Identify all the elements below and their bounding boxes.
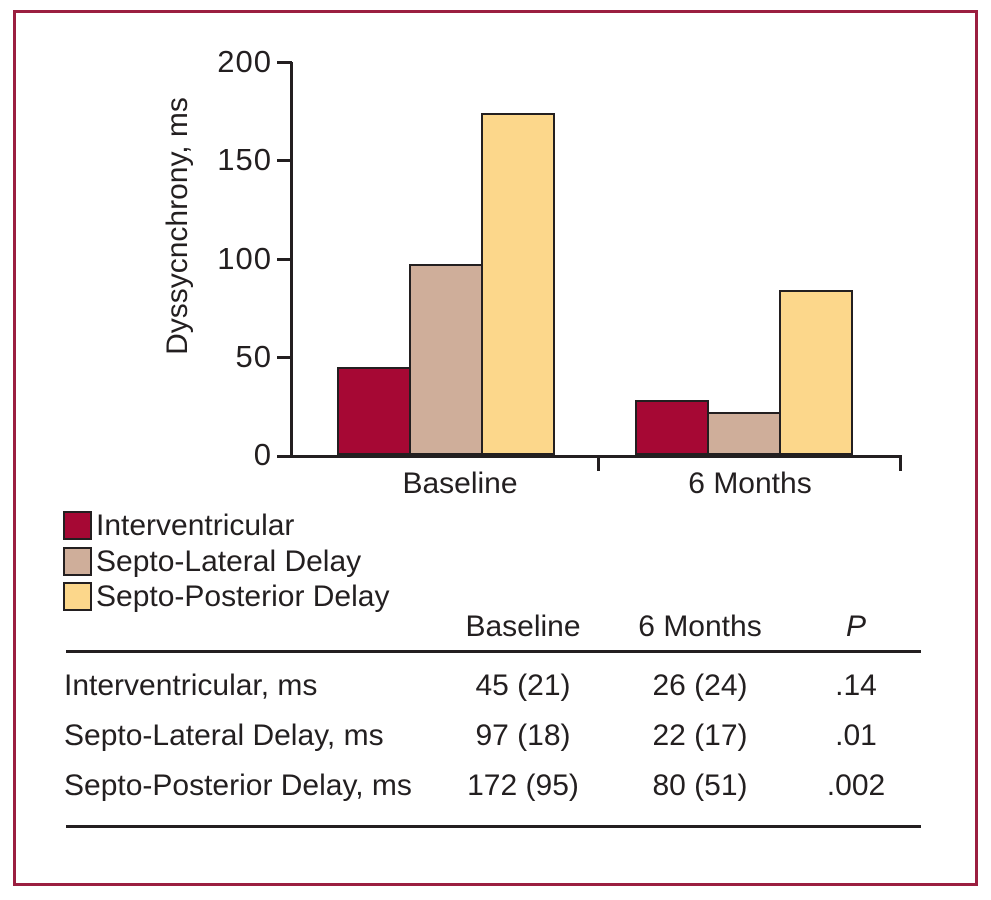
table-cell-six_months: 26 (24) — [652, 669, 748, 702]
y-axis-tick-0 — [277, 455, 292, 458]
table-row-septo-posterior-delay-ms: Septo-Posterior Delay, ms 172 (95) 80 (51)… — [0, 769, 991, 803]
x-axis-line — [290, 455, 902, 458]
legend-label: Septo-Posterior Delay — [96, 580, 390, 613]
legend-label: Interventricular — [96, 509, 295, 542]
table-cell-p: .01 — [835, 719, 877, 752]
table-cell-p: .002 — [826, 769, 886, 802]
bar-septo-posterior-delay-6-months — [779, 290, 853, 455]
table-row-septo-lateral-delay-ms: Septo-Lateral Delay, ms 97 (18) 22 (17) .01 — [0, 719, 991, 753]
y-tick-label-200: 200 — [217, 44, 272, 79]
bar-interventricular-6-months — [635, 400, 709, 455]
table-cell-p: .14 — [835, 669, 877, 702]
x-axis-tick-end — [899, 455, 902, 471]
y-tick-label-100: 100 — [217, 241, 272, 276]
table-cell-baseline: 172 (95) — [467, 769, 579, 802]
table-header-6months: 6 Months — [638, 610, 762, 643]
x-axis-label-6-months: 6 Months — [688, 467, 812, 500]
table-header-baseline: Baseline — [465, 610, 581, 643]
legend-item-septo-lateral-delay: Septo-Lateral Delay — [63, 546, 361, 577]
legend-swatch-interventricular — [63, 511, 92, 540]
table-bottom-rule — [66, 825, 921, 828]
bar-septo-posterior-delay-baseline — [481, 113, 555, 455]
y-axis-tick-100 — [277, 258, 292, 261]
table-cell-baseline: 97 (18) — [475, 719, 571, 752]
table-cell-six_months: 22 (17) — [652, 719, 748, 752]
table-top-rule — [66, 650, 921, 653]
table-cell-label: Interventricular, ms — [64, 669, 318, 702]
table-cell-label: Septo-Lateral Delay, ms — [64, 719, 384, 752]
legend-label: Septo-Lateral Delay — [96, 545, 362, 578]
table-header-p: P — [845, 610, 866, 643]
legend-swatch-septo-lateral-delay — [63, 547, 92, 576]
table-cell-label: Septo-Posterior Delay, ms — [64, 769, 412, 802]
table-row-interventricular-ms: Interventricular, ms 45 (21) 26 (24) .14 — [0, 669, 991, 703]
y-tick-label-50: 50 — [235, 339, 272, 374]
y-tick-label-150: 150 — [217, 142, 272, 177]
y-axis-title: Dyssycnchrony, ms — [161, 97, 194, 355]
y-tick-label-0: 0 — [253, 437, 272, 472]
x-axis-tick-separator — [597, 455, 600, 471]
y-axis-tick-200 — [277, 61, 292, 64]
bar-septo-lateral-delay-6-months — [707, 412, 781, 455]
bar-septo-lateral-delay-baseline — [409, 264, 483, 455]
x-axis-label-baseline: Baseline — [402, 467, 518, 500]
legend-item-septo-posterior-delay: Septo-Posterior Delay — [63, 581, 389, 612]
legend-swatch-septo-posterior-delay — [63, 582, 92, 611]
table-cell-six_months: 80 (51) — [652, 769, 748, 802]
y-axis-tick-150 — [277, 159, 292, 162]
figure-frame — [13, 10, 978, 886]
bar-interventricular-baseline — [337, 367, 411, 455]
y-axis-tick-50 — [277, 356, 292, 359]
table-cell-baseline: 45 (21) — [475, 669, 571, 702]
legend-item-interventricular: Interventricular — [63, 510, 294, 541]
